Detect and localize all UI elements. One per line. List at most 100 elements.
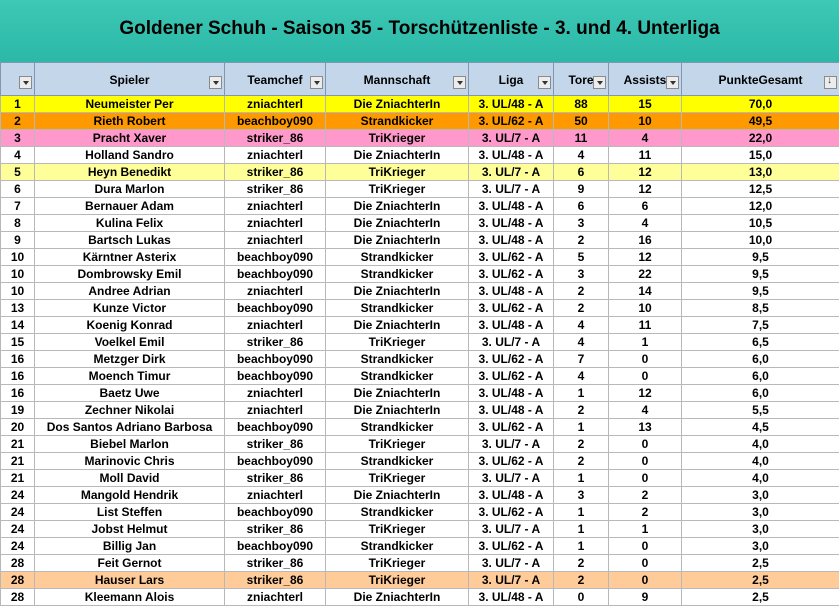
column-header-label: Liga [499,73,524,87]
cell-tore: 2 [554,402,609,419]
cell-chef: zniachterl [225,283,326,300]
cell-team: Die ZniachterIn [326,402,469,419]
cell-liga: 3. UL/48 - A [469,283,554,300]
filter-dropdown-icon[interactable] [453,76,466,89]
cell-player: Jobst Helmut [35,521,225,538]
cell-tore: 2 [554,453,609,470]
cell-assists: 13 [609,419,682,436]
cell-assists: 10 [609,300,682,317]
cell-liga: 3. UL/7 - A [469,521,554,538]
cell-tore: 4 [554,147,609,164]
cell-punkte: 22,0 [682,130,839,147]
cell-rank: 16 [1,351,35,368]
cell-tore: 11 [554,130,609,147]
cell-chef: zniachterl [225,385,326,402]
cell-team: Die ZniachterIn [326,487,469,504]
cell-assists: 4 [609,130,682,147]
cell-rank: 1 [1,96,35,113]
cell-punkte: 6,5 [682,334,839,351]
cell-team: Die ZniachterIn [326,215,469,232]
cell-player: Pracht Xaver [35,130,225,147]
cell-liga: 3. UL/48 - A [469,147,554,164]
cell-chef: zniachterl [225,317,326,334]
filter-dropdown-icon[interactable] [666,76,679,89]
cell-liga: 3. UL/48 - A [469,402,554,419]
cell-assists: 0 [609,538,682,555]
cell-team: Die ZniachterIn [326,589,469,606]
cell-assists: 6 [609,198,682,215]
cell-liga: 3. UL/7 - A [469,555,554,572]
cell-assists: 12 [609,249,682,266]
cell-assists: 11 [609,147,682,164]
cell-liga: 3. UL/62 - A [469,368,554,385]
cell-punkte: 2,5 [682,555,839,572]
cell-chef: striker_86 [225,181,326,198]
cell-liga: 3. UL/48 - A [469,198,554,215]
cell-player: Biebel Marlon [35,436,225,453]
cell-rank: 13 [1,300,35,317]
cell-assists: 0 [609,555,682,572]
cell-chef: striker_86 [225,572,326,589]
cell-liga: 3. UL/7 - A [469,334,554,351]
cell-tore: 88 [554,96,609,113]
cell-rank: 24 [1,487,35,504]
cell-liga: 3. UL/7 - A [469,181,554,198]
cell-tore: 1 [554,470,609,487]
cell-player: Moench Timur [35,368,225,385]
cell-rank: 8 [1,215,35,232]
cell-assists: 15 [609,96,682,113]
cell-punkte: 4,0 [682,436,839,453]
cell-tore: 2 [554,300,609,317]
cell-liga: 3. UL/48 - A [469,96,554,113]
filter-dropdown-icon[interactable] [19,76,32,89]
cell-punkte: 8,5 [682,300,839,317]
cell-rank: 2 [1,113,35,130]
cell-chef: zniachterl [225,232,326,249]
filter-dropdown-icon[interactable] [310,76,323,89]
cell-team: Die ZniachterIn [326,385,469,402]
cell-punkte: 4,0 [682,470,839,487]
cell-player: Neumeister Per [35,96,225,113]
cell-rank: 4 [1,147,35,164]
cell-rank: 19 [1,402,35,419]
cell-player: Kulina Felix [35,215,225,232]
cell-tore: 2 [554,436,609,453]
cell-team: Die ZniachterIn [326,198,469,215]
filter-dropdown-icon[interactable] [538,76,551,89]
cell-assists: 1 [609,521,682,538]
column-header-label: Tore [568,73,593,87]
cell-punkte: 3,0 [682,504,839,521]
cell-rank: 21 [1,453,35,470]
cell-chef: striker_86 [225,555,326,572]
filter-dropdown-icon[interactable] [593,76,606,89]
cell-player: Holland Sandro [35,147,225,164]
cell-rank: 16 [1,368,35,385]
cell-liga: 3. UL/48 - A [469,487,554,504]
cell-assists: 4 [609,402,682,419]
cell-liga: 3. UL/62 - A [469,419,554,436]
filter-dropdown-icon[interactable] [209,76,222,89]
sort-descending-icon[interactable] [824,76,837,89]
cell-assists: 9 [609,589,682,606]
cell-liga: 3. UL/62 - A [469,351,554,368]
cell-punkte: 5,5 [682,402,839,419]
cell-assists: 10 [609,113,682,130]
cell-player: Mangold Hendrik [35,487,225,504]
cell-rank: 15 [1,334,35,351]
cell-chef: striker_86 [225,470,326,487]
cell-assists: 16 [609,232,682,249]
cell-rank: 6 [1,181,35,198]
cell-tore: 7 [554,351,609,368]
cell-tore: 2 [554,572,609,589]
